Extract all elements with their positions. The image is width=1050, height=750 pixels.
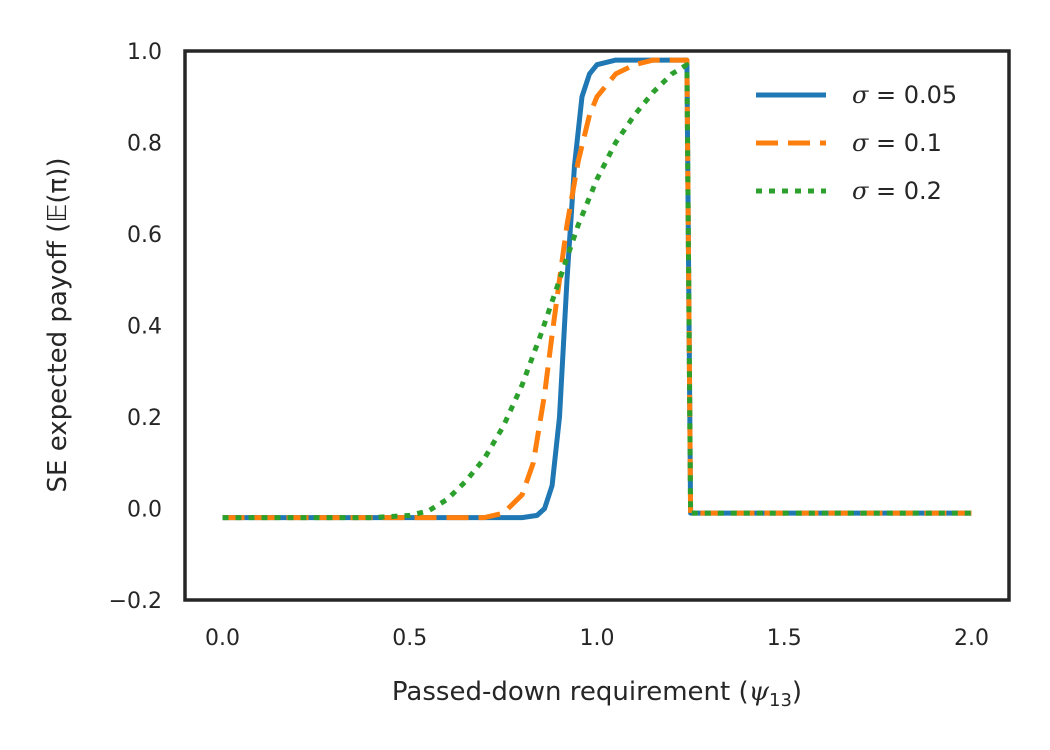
legend-label-0: σ = 0.05 [852, 81, 957, 109]
legend-symbol: σ [852, 81, 869, 109]
legend-symbol: σ [852, 177, 869, 205]
x-tick-label: 1.5 [767, 626, 802, 651]
plot-frame [183, 49, 1011, 602]
legend-label-1: σ = 0.1 [852, 129, 942, 157]
x-tick-label: 2.0 [954, 626, 989, 651]
series-line-2 [222, 62, 972, 521]
legend-value: = 0.05 [868, 81, 957, 109]
x-tick-label: 1.0 [580, 626, 615, 651]
y-tick-label: 0.4 [127, 315, 162, 340]
x-tick-label: 0.5 [392, 626, 427, 651]
x-axis-title: Passed-down requirement (ψ13) [392, 677, 802, 711]
y-tick-label: 0.8 [127, 132, 162, 157]
y-tick-label: 0.2 [127, 406, 162, 431]
legend: σ = 0.05σ = 0.1σ = 0.2 [756, 81, 957, 205]
y-tick-label: 1.0 [127, 40, 162, 65]
x-tick-label: 0.0 [205, 626, 240, 651]
legend-label-2: σ = 0.2 [852, 177, 942, 205]
series-line-1 [222, 57, 972, 521]
y-tick-label: 0.6 [127, 223, 162, 248]
legend-value: = 0.1 [868, 129, 942, 157]
series-layer [222, 57, 972, 521]
legend-value: = 0.2 [868, 177, 942, 205]
legend-symbol: σ [852, 129, 869, 157]
y-tick-label: −0.2 [109, 589, 162, 614]
tick-layer: 0.0 0.5 1.0 1.5 2.0 −0.2 0.0 0.2 0.4 0.6 0.8 1.0 [109, 40, 989, 651]
y-axis-title: SE expected payoff (𝔼(π)) [43, 158, 73, 493]
y-tick-label: 0.0 [127, 498, 162, 523]
